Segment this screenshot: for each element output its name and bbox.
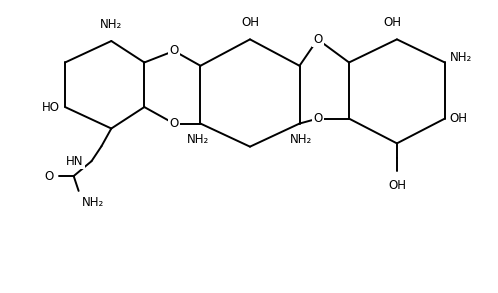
Text: O: O [45, 170, 54, 183]
Text: O: O [169, 45, 179, 57]
Text: NH₂: NH₂ [290, 133, 313, 146]
Text: HO: HO [42, 100, 60, 114]
Text: NH₂: NH₂ [82, 196, 104, 209]
Text: O: O [169, 117, 179, 130]
Text: NH₂: NH₂ [100, 18, 123, 31]
Text: NH₂: NH₂ [187, 133, 210, 146]
Text: OH: OH [388, 179, 406, 192]
Text: O: O [313, 112, 322, 125]
Text: OH: OH [450, 112, 468, 125]
Text: OH: OH [241, 16, 259, 30]
Text: NH₂: NH₂ [450, 51, 472, 64]
Text: O: O [313, 33, 322, 46]
Text: OH: OH [383, 16, 401, 30]
Text: HN: HN [66, 155, 84, 168]
